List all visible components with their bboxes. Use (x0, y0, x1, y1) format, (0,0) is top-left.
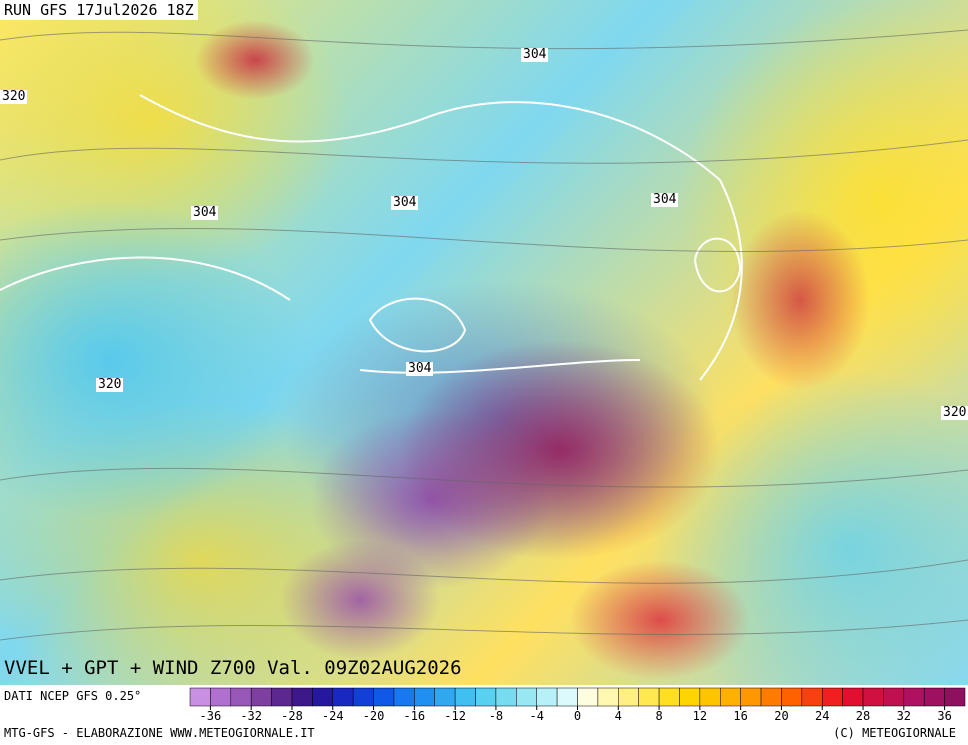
footer-left: MTG-GFS - ELABORAZIONE WWW.METEOGIORNALE… (4, 726, 315, 740)
color-box (271, 687, 293, 707)
color-box (801, 687, 823, 707)
colorbar: -36 -32 -28 -24 -20 -16 -12 -8 -4 0 4 8 12 16 20 24 28 32… (189, 687, 966, 723)
tick-label: -28 (281, 709, 303, 723)
contour-label: 304 (521, 47, 549, 62)
color-box (230, 687, 252, 707)
color-box (699, 687, 721, 707)
color-box (842, 687, 864, 707)
tick-label: 36 (937, 709, 951, 723)
color-box (597, 687, 619, 707)
color-box (944, 687, 966, 707)
tick-label: -16 (403, 709, 425, 723)
tick-label: 20 (774, 709, 788, 723)
data-source: DATI NCEP GFS 0.25° (4, 689, 142, 703)
color-box (454, 687, 476, 707)
color-box (821, 687, 843, 707)
color-box (740, 687, 762, 707)
color-box (923, 687, 945, 707)
color-box (903, 687, 925, 707)
contour-label: 304 (406, 361, 434, 376)
tick-label: 28 (856, 709, 870, 723)
contour-label: 320 (96, 377, 124, 392)
contour-label: 304 (191, 205, 219, 220)
tick-label: -36 (200, 709, 222, 723)
color-box (291, 687, 313, 707)
footer-right: (C) METEOGIORNALE (833, 726, 956, 740)
color-box (250, 687, 272, 707)
color-box (414, 687, 435, 707)
color-box (393, 687, 415, 707)
color-box (862, 687, 884, 707)
color-box (475, 687, 497, 707)
color-box (658, 687, 680, 707)
color-box (189, 687, 211, 707)
map-title: VVEL + GPT + WIND Z700 Val. 09Z02AUG2026 (4, 657, 462, 679)
tick-label: 0 (574, 709, 581, 723)
tick-label: -12 (444, 709, 466, 723)
tick-label: 8 (655, 709, 662, 723)
color-box (679, 687, 701, 707)
tick-label: -20 (363, 709, 385, 723)
color-box (312, 687, 334, 707)
contour-label: 304 (651, 192, 679, 207)
color-box (618, 687, 639, 707)
color-box (556, 687, 578, 707)
contours (0, 29, 968, 641)
weather-map: 304 304 304 304 304 320 320 320 RUN GFS … (0, 0, 968, 685)
color-box (638, 687, 660, 707)
color-box (495, 687, 517, 707)
color-box (720, 687, 741, 707)
run-label: RUN GFS 17Jul2026 18Z (0, 0, 198, 20)
color-box (781, 687, 803, 707)
tick-label: -4 (529, 709, 543, 723)
color-box (210, 687, 232, 707)
contour-label: 320 (0, 89, 28, 104)
tick-label: 12 (693, 709, 707, 723)
tick-label: 16 (733, 709, 747, 723)
tick-label: -32 (240, 709, 262, 723)
color-box (760, 687, 782, 707)
tick-label: 32 (897, 709, 911, 723)
tick-label: -24 (322, 709, 344, 723)
color-box (577, 687, 599, 707)
color-box (352, 687, 374, 707)
tick-label: 4 (615, 709, 622, 723)
tick-label: 24 (815, 709, 829, 723)
color-box (883, 687, 905, 707)
color-box (373, 687, 395, 707)
color-box (536, 687, 558, 707)
color-box (332, 687, 354, 707)
tick-label: -8 (489, 709, 503, 723)
color-box (516, 687, 537, 707)
color-box (434, 687, 456, 707)
contour-label: 304 (391, 195, 419, 210)
contour-label: 320 (941, 405, 968, 420)
